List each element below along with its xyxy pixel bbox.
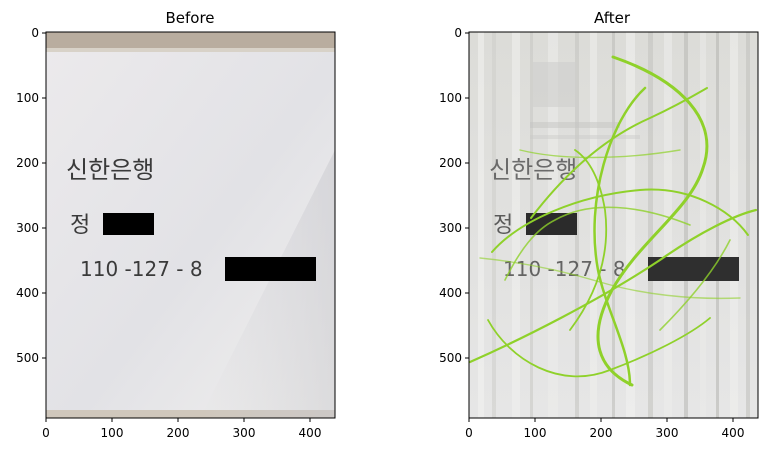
after-hand-account: 110 -127 - 8: [503, 257, 626, 281]
before-x-ticks: 0 100 200 300 400: [42, 418, 321, 440]
before-hand-bank: 신한은행: [66, 156, 154, 184]
after-scribbles: [468, 55, 758, 387]
before-xtick: 0: [42, 426, 50, 440]
before-redaction-name: [103, 213, 154, 235]
after-title: After: [594, 9, 631, 27]
after-xtick: 0: [465, 426, 473, 440]
after-hand-name: 정: [493, 213, 513, 238]
before-ytick: 200: [16, 156, 39, 170]
after-hand-bank: 신한은행: [489, 156, 577, 184]
before-title: Before: [165, 9, 214, 27]
after-x-ticks: 0 100 200 300 400: [465, 418, 744, 440]
before-xtick: 200: [167, 426, 190, 440]
after-xtick: 400: [722, 426, 745, 440]
after-axes-frame: [468, 31, 759, 419]
before-ytick: 100: [16, 91, 39, 105]
before-xtick: 100: [101, 426, 124, 440]
before-ytick: 400: [16, 286, 39, 300]
after-xtick: 300: [656, 426, 679, 440]
before-hand-account: 110 -127 - 8: [80, 257, 203, 281]
after-image: 신한은행 정 110 -127 - 8: [468, 32, 758, 418]
after-ytick: 400: [439, 286, 462, 300]
before-ytick: 0: [31, 26, 39, 40]
before-panel: Before 신한은행 정 110 -127 - 8 0 100 200 300…: [16, 9, 336, 440]
after-xtick: 100: [524, 426, 547, 440]
after-ytick: 200: [439, 156, 462, 170]
before-axes-frame: [45, 31, 336, 419]
after-y-ticks: 0 100 200 300 400 500: [439, 26, 469, 365]
after-redaction-name: [526, 213, 577, 235]
after-redaction-account: [648, 257, 739, 281]
before-ytick: 300: [16, 221, 39, 235]
before-xtick: 400: [299, 426, 322, 440]
after-ytick: 0: [454, 26, 462, 40]
after-ytick: 100: [439, 91, 462, 105]
after-ytick: 500: [439, 351, 462, 365]
before-image: 신한은행 정 110 -127 - 8: [46, 32, 335, 418]
before-redaction-account: [225, 257, 316, 281]
before-hand-name: 정: [70, 213, 90, 238]
after-ytick: 300: [439, 221, 462, 235]
after-xtick: 200: [590, 426, 613, 440]
before-xtick: 300: [233, 426, 256, 440]
after-panel: After: [439, 9, 759, 440]
before-y-ticks: 0 100 200 300 400 500: [16, 26, 46, 365]
before-ytick: 500: [16, 351, 39, 365]
